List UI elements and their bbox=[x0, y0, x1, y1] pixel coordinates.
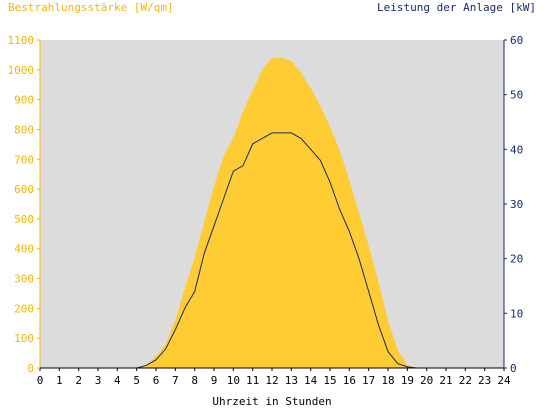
power-line bbox=[40, 132, 504, 369]
x-tick-label: 18 bbox=[381, 374, 394, 387]
x-tick-label: 16 bbox=[343, 374, 356, 387]
x-tick-label: 11 bbox=[246, 374, 259, 387]
y-right-tick-label: 0 bbox=[510, 362, 517, 375]
x-tick-label: 4 bbox=[114, 374, 121, 387]
y-right-tick-label: 50 bbox=[510, 89, 523, 102]
y-left-tick-label: 900 bbox=[14, 94, 34, 107]
x-tick-label: 8 bbox=[191, 374, 198, 387]
x-tick-label: 7 bbox=[172, 374, 179, 387]
x-axis-title: Uhrzeit in Stunden bbox=[212, 395, 331, 408]
series-layer bbox=[40, 57, 504, 369]
y-right-tick-label: 10 bbox=[510, 307, 523, 320]
y-left-tick-label: 1100 bbox=[8, 34, 35, 47]
x-tick-label: 6 bbox=[153, 374, 160, 387]
x-tick-label: 12 bbox=[265, 374, 278, 387]
y-right-tick-label: 40 bbox=[510, 143, 523, 156]
y-left-tick-label: 500 bbox=[14, 213, 34, 226]
x-tick-label: 23 bbox=[478, 374, 491, 387]
ticks-layer: 0 1 2 3 4 5 6 7 8 9 10 11 12 13 14 15 16 17 18 19 20 21 22 23 24… bbox=[8, 34, 524, 387]
y-left-tick-label: 700 bbox=[14, 153, 34, 166]
y-left-tick-label: 0 bbox=[27, 362, 34, 375]
y-left-tick-label: 1000 bbox=[8, 64, 35, 77]
y-right-tick-label: 30 bbox=[510, 198, 523, 211]
y-left-tick-label: 600 bbox=[14, 183, 34, 196]
y-left-tick-label: 400 bbox=[14, 243, 34, 256]
y-left-tick-label: 100 bbox=[14, 332, 34, 345]
x-tick-label: 20 bbox=[420, 374, 433, 387]
left-axis-title: Bestrahlungsstärke [W/qm] bbox=[8, 1, 174, 14]
x-tick-label: 24 bbox=[497, 374, 511, 387]
x-tick-label: 10 bbox=[227, 374, 240, 387]
x-tick-label: 13 bbox=[285, 374, 298, 387]
x-tick-label: 22 bbox=[459, 374, 472, 387]
y-right-tick-label: 20 bbox=[510, 253, 523, 266]
x-tick-label: 0 bbox=[37, 374, 44, 387]
x-tick-label: 1 bbox=[56, 374, 63, 387]
x-tick-label: 21 bbox=[439, 374, 452, 387]
y-right-tick-label: 60 bbox=[510, 34, 523, 47]
right-axis-title: Leistung der Anlage [kW] bbox=[377, 1, 536, 14]
x-tick-label: 5 bbox=[133, 374, 140, 387]
irradiance-area bbox=[40, 57, 504, 369]
y-left-tick-label: 200 bbox=[14, 302, 34, 315]
x-tick-label: 14 bbox=[304, 374, 318, 387]
x-tick-label: 17 bbox=[362, 374, 375, 387]
y-left-tick-label: 300 bbox=[14, 273, 34, 286]
x-tick-label: 9 bbox=[211, 374, 218, 387]
x-tick-label: 15 bbox=[323, 374, 336, 387]
x-tick-label: 19 bbox=[401, 374, 414, 387]
x-tick-label: 3 bbox=[95, 374, 102, 387]
x-tick-label: 2 bbox=[75, 374, 82, 387]
y-left-tick-label: 800 bbox=[14, 123, 34, 136]
